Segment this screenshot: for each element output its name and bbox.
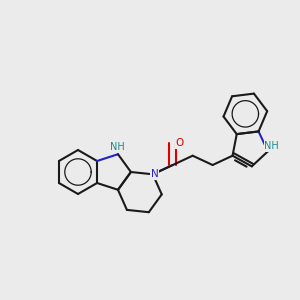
Text: NH: NH: [265, 141, 279, 152]
Text: O: O: [176, 138, 184, 148]
Text: NH: NH: [110, 142, 124, 152]
Text: N: N: [151, 169, 159, 179]
